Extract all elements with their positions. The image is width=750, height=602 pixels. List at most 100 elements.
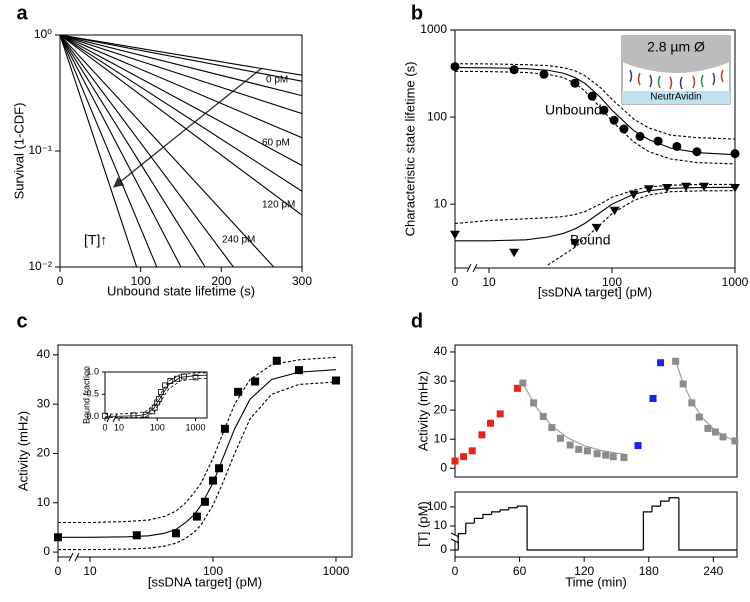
confidence-band [455,63,735,140]
x-tick-label: 100 [150,423,165,433]
data-point [628,190,639,200]
y-tick-label: 0 [43,544,50,558]
data-point [609,453,617,461]
x-tick-label: 100 [131,274,151,288]
x-tick-label: 0 [102,423,107,433]
x-tick-label: 120 [574,564,594,578]
x-axis-title: [ssDNA target] (pM) [538,284,652,299]
data-point [294,366,303,375]
data-point [609,115,619,125]
data-point [208,476,217,485]
axis-break-gap [71,555,77,559]
axis-break [466,263,472,273]
x-tick-label: 0 [452,564,459,578]
y-tick-label: 40 [434,344,448,358]
annotation: 60 pM [262,138,290,149]
data-point [649,394,657,402]
annotation: NeutrAvidin [650,92,702,103]
axis-break-gap [469,266,475,270]
y-tick-label: 10 [434,196,448,210]
x-tick-label: 0 [452,275,459,289]
data-point [158,389,164,395]
x-tick-label: 0 [55,564,62,578]
data-point [575,445,583,453]
y-tick-label: 10⁻¹ [28,143,52,157]
step-line [526,506,644,551]
x-tick-label: 1000 [722,275,749,289]
y-tick-label: 0.0 [86,411,99,421]
axis-break [472,263,478,273]
data-point [451,457,459,465]
data-point [130,412,137,419]
axis-break [74,552,80,562]
step-line [659,500,670,507]
y-axis-title: Survival (1-CDF) [11,103,26,200]
data-point [635,131,645,141]
x-tick-label: 180 [639,564,659,578]
x-tick-label: 10 [482,275,496,289]
fit-line [105,374,207,417]
x-tick-label: 300 [292,274,312,288]
data-point [496,410,504,418]
y-axis-title: Activity (mHz) [415,371,430,451]
x-tick-label: 1000 [323,564,350,578]
data-point [132,531,141,540]
confidence-band [105,377,207,418]
step-line [490,511,501,515]
data-point [200,497,209,506]
axis-break [68,552,74,562]
data-point [162,382,168,389]
data-point [620,454,628,462]
fit-line [60,35,302,115]
fit-line [60,35,302,82]
fit-line [455,67,735,156]
data-point [692,147,702,157]
y-tick-label: 40 [37,347,51,361]
step-line [651,505,661,512]
step-line [516,505,528,508]
fit-line [455,186,735,242]
annotation: 0 pM [266,75,288,86]
data-point [272,356,281,365]
y-tick-label: 20 [434,402,448,416]
data-point [478,431,486,439]
y-tick-label: 1.0 [86,366,99,376]
data-point [719,433,727,441]
data-point [548,424,556,432]
y-axis-title: Bound fraction [81,366,91,424]
y-tick-label: 1000 [420,22,447,36]
step-line [465,522,475,534]
y-tick-label: 0 [440,460,447,474]
annotation: Bound [570,232,610,248]
data-point [599,105,609,115]
confidence-band [58,381,337,551]
fit-line [60,35,138,267]
data-point [331,376,340,385]
plot-frame [454,491,738,558]
x-tick-label: 1000 [185,423,205,433]
confidence-band [105,372,207,415]
y-axis-title: Characteristic state lifetime (s) [402,62,417,237]
fit-line [60,35,302,76]
trend-arrow [112,67,263,188]
data-point [587,91,597,101]
data-point [487,419,495,427]
data-point [711,428,719,436]
y-axis-title: [T] (pM) [415,501,430,547]
confidence-band [455,70,735,165]
data-point [657,359,665,367]
annotation: 120 pM [262,200,295,211]
confidence-band [58,356,337,524]
step-line [642,511,652,550]
step-line [482,513,492,519]
y-tick-label: 30 [37,396,51,410]
data-point [593,450,601,458]
plot-frame [454,344,738,478]
data-point [530,399,538,407]
fit-line [60,35,302,97]
data-point [509,65,519,75]
data-point [556,434,564,442]
panel-label: c [16,310,27,332]
y-tick-label: 10⁰ [34,27,52,41]
fit-line [60,35,206,267]
